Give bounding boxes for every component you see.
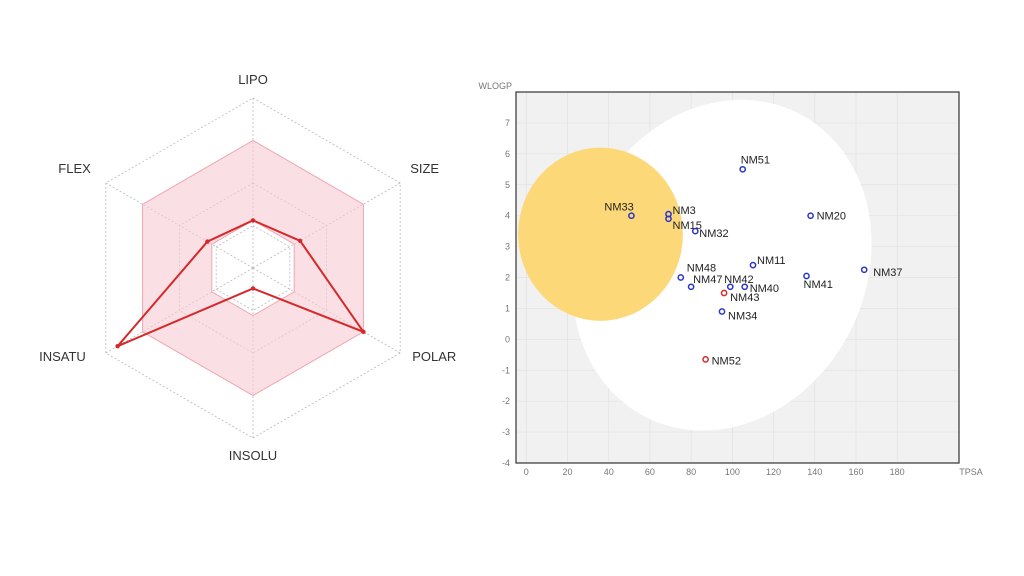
egg-regions — [518, 99, 872, 431]
x-tick-label: 180 — [890, 467, 905, 477]
x-tick-label: 0 — [524, 467, 529, 477]
radar-axis-label-lipo: LIPO — [238, 72, 268, 87]
point-nm15 — [665, 215, 672, 223]
point-label-nm20: NM20 — [817, 211, 846, 223]
y-tick-label: -2 — [502, 396, 510, 406]
y-tick-label: -1 — [502, 365, 510, 375]
point-nm20 — [807, 212, 814, 220]
point-nm51 — [739, 165, 747, 173]
y-tick-label: 3 — [505, 242, 510, 252]
x-tick-label: 100 — [725, 467, 740, 477]
point-label-nm42: NM42 — [724, 274, 753, 286]
radar-point-insatu — [115, 344, 120, 349]
point-nm40 — [741, 283, 749, 291]
point-label-nm37: NM37 — [873, 267, 902, 279]
y-tick-label: 2 — [505, 273, 510, 283]
boiled-egg-plot: 0 20 40 60 80 100 120 140 160 180 -4 -3 -2 -1 0 1 2 3 4 5 6 7… — [478, 81, 983, 477]
y-tick-label: 5 — [505, 180, 510, 190]
point-label-nm32: NM32 — [699, 228, 728, 240]
radar-point-lipo — [250, 218, 256, 223]
point-label-nm40: NM40 — [750, 283, 779, 295]
y-tick-label: 1 — [505, 303, 510, 313]
point-nm52 — [702, 356, 709, 363]
point-nm33 — [628, 212, 635, 220]
radar-axis-label-insatu: INSATU — [39, 349, 86, 364]
point-nm42 — [726, 283, 734, 291]
point-nm43 — [720, 289, 728, 297]
point-nm41 — [803, 272, 810, 280]
point-nm48 — [677, 274, 685, 281]
point-nm34 — [718, 308, 726, 315]
y-tick-label: 6 — [505, 149, 510, 159]
y-tick-label: -4 — [502, 458, 510, 468]
y-axis-title: WLOGP — [478, 81, 512, 91]
point-label-nm52: NM52 — [712, 355, 741, 367]
radar-point-size — [297, 238, 303, 243]
point-label-nm51: NM51 — [741, 154, 770, 166]
y-tick-label: 0 — [505, 334, 510, 344]
point-nm37 — [860, 266, 868, 274]
x-tick-label: 40 — [604, 467, 614, 477]
point-label-nm43: NM43 — [730, 292, 759, 304]
x-tick-label: 140 — [807, 467, 822, 477]
y-tick-label: 7 — [505, 118, 510, 128]
x-tick-label: 120 — [766, 467, 781, 477]
point-nm32 — [691, 227, 699, 235]
point-label-nm48: NM48 — [687, 263, 716, 275]
bioavailability-radar: LIPO SIZE POLAR INSOLU INSATU FLEX — [39, 72, 456, 463]
point-label-nm34: NM34 — [728, 311, 757, 323]
egg-yolk-region — [518, 147, 683, 321]
x-tick-label: 160 — [848, 467, 863, 477]
radar-axis-label-flex: FLEX — [58, 161, 91, 176]
radar-axis-label-insolu: INSOLU — [229, 448, 277, 463]
x-tick-label: 60 — [645, 467, 655, 477]
radar-axis-label-polar: POLAR — [412, 349, 456, 364]
radar-point-insolu — [250, 286, 256, 291]
x-tick-label: 20 — [563, 467, 573, 477]
radar-point-flex — [205, 239, 210, 244]
radar-grid-ring — [215, 225, 291, 311]
radar-axis-label-size: SIZE — [410, 161, 439, 176]
point-label-nm47: NM47 — [693, 274, 722, 286]
plot-frame — [515, 91, 960, 464]
point-nm47 — [687, 283, 695, 291]
point-label-nm33: NM33 — [604, 202, 633, 214]
point-nm11 — [749, 261, 757, 269]
radar-point-polar — [361, 329, 366, 334]
point-label-nm41: NM41 — [804, 279, 833, 291]
x-axis-title: TPSA — [959, 467, 983, 477]
point-label-nm3: NM3 — [673, 205, 696, 217]
x-tick-label: 80 — [686, 467, 696, 477]
point-label-nm11: NM11 — [757, 255, 786, 267]
y-tick-label: 4 — [505, 211, 510, 221]
y-tick-label: -3 — [502, 427, 510, 437]
